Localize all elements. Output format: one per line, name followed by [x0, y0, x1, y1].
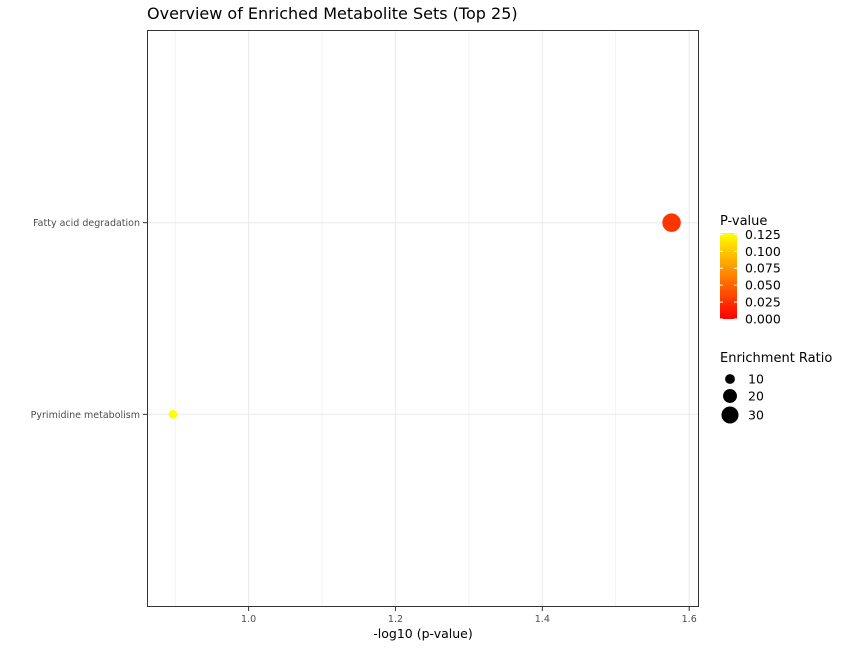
y-axis: Pyrimidine metabolism Fatty acid degradat…	[31, 218, 147, 421]
data-point	[662, 213, 681, 232]
color-tick-label: 0.000	[745, 312, 781, 327]
x-tick-label: 1.2	[388, 614, 403, 625]
size-legend-dot	[721, 406, 739, 424]
x-axis-title: -log10 (p-value)	[373, 626, 472, 641]
color-tick-label: 0.050	[745, 278, 781, 293]
plot-panel	[148, 31, 698, 606]
data-point	[168, 410, 178, 419]
panel-background	[148, 31, 698, 606]
x-tick-label: 1.0	[241, 614, 256, 625]
data-points	[168, 213, 681, 419]
chart-title: Overview of Enriched Metabolite Sets (To…	[147, 4, 518, 23]
size-legend-label: 10	[748, 372, 764, 387]
color-legend-title: P-value	[720, 214, 767, 229]
y-tick-label: Fatty acid degradation	[33, 218, 140, 229]
grid-lines	[148, 31, 698, 606]
color-tick-label: 0.025	[745, 295, 781, 310]
size-legend: Enrichment Ratio 10 20 30	[720, 351, 832, 424]
color-legend: P-value 0.125 0.100 0.075 0.050 0.025 0.000	[720, 214, 781, 327]
size-legend-label: 30	[748, 408, 764, 423]
color-legend-bar	[720, 233, 737, 319]
x-tick-label: 1.4	[535, 614, 550, 625]
color-tick-label: 0.075	[745, 261, 781, 276]
size-legend-dot	[725, 374, 735, 384]
size-legend-label: 20	[748, 389, 764, 404]
color-legend-ticks: 0.125 0.100 0.075 0.050 0.025 0.000	[720, 227, 781, 327]
size-legend-title: Enrichment Ratio	[720, 351, 832, 366]
size-legend-dot	[723, 389, 737, 403]
color-tick-label: 0.125	[745, 227, 781, 242]
x-tick-label: 1.6	[682, 614, 697, 625]
y-tick-label: Pyrimidine metabolism	[31, 410, 140, 421]
color-tick-label: 0.100	[745, 244, 781, 259]
x-axis: 1.0 1.2 1.4 1.6	[241, 607, 697, 625]
size-legend-keys: 10 20 30	[721, 372, 764, 424]
plot-border	[147, 30, 699, 607]
